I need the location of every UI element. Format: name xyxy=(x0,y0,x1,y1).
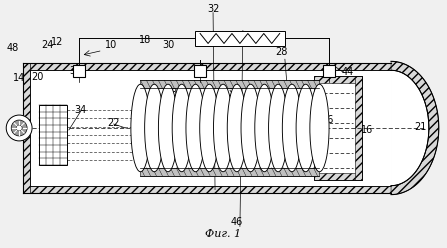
Ellipse shape xyxy=(200,84,219,172)
Bar xyxy=(30,70,391,186)
Ellipse shape xyxy=(296,84,315,172)
Ellipse shape xyxy=(269,84,288,172)
Bar xyxy=(73,65,85,77)
Bar xyxy=(315,76,362,180)
Ellipse shape xyxy=(310,84,329,172)
Ellipse shape xyxy=(241,84,260,172)
Polygon shape xyxy=(391,61,439,195)
Ellipse shape xyxy=(186,84,205,172)
Circle shape xyxy=(16,125,22,131)
Ellipse shape xyxy=(227,84,246,172)
Ellipse shape xyxy=(283,84,302,172)
Ellipse shape xyxy=(172,84,191,172)
Text: 22: 22 xyxy=(108,118,120,128)
Text: 46: 46 xyxy=(231,217,243,227)
Circle shape xyxy=(6,115,32,141)
Ellipse shape xyxy=(255,84,274,172)
Bar xyxy=(315,76,362,83)
Ellipse shape xyxy=(145,84,164,172)
Text: 20: 20 xyxy=(31,72,43,82)
Bar xyxy=(39,105,67,165)
Text: 16: 16 xyxy=(361,125,374,135)
Polygon shape xyxy=(391,61,439,195)
Text: 30: 30 xyxy=(162,40,175,50)
Text: 40: 40 xyxy=(312,92,325,102)
Text: 48: 48 xyxy=(6,43,18,53)
Text: 21: 21 xyxy=(414,122,426,132)
Text: 36: 36 xyxy=(69,66,81,76)
Text: 18: 18 xyxy=(139,35,151,45)
Ellipse shape xyxy=(131,84,150,172)
Text: 32: 32 xyxy=(207,4,219,14)
Bar xyxy=(23,186,391,193)
Bar xyxy=(140,168,320,176)
Text: 14: 14 xyxy=(13,73,25,83)
Bar xyxy=(194,65,206,77)
Text: 24: 24 xyxy=(41,40,53,50)
Text: 12: 12 xyxy=(51,37,63,47)
Text: 26: 26 xyxy=(321,115,334,125)
Bar xyxy=(324,65,335,77)
Text: 28: 28 xyxy=(276,47,288,57)
Text: Фиг. 1: Фиг. 1 xyxy=(205,229,241,239)
Bar xyxy=(195,31,285,46)
Text: 34: 34 xyxy=(74,105,86,115)
Text: 44: 44 xyxy=(342,67,354,77)
Text: 42: 42 xyxy=(195,67,207,77)
Bar xyxy=(355,76,362,180)
Ellipse shape xyxy=(158,84,177,172)
Circle shape xyxy=(11,120,27,136)
Bar xyxy=(23,63,391,70)
Text: 10: 10 xyxy=(105,40,117,50)
Polygon shape xyxy=(391,70,429,186)
Text: 38: 38 xyxy=(165,88,177,98)
Bar xyxy=(140,80,320,88)
Bar xyxy=(315,173,362,180)
Text: 32: 32 xyxy=(228,88,240,98)
Bar xyxy=(23,63,30,193)
Ellipse shape xyxy=(214,84,233,172)
